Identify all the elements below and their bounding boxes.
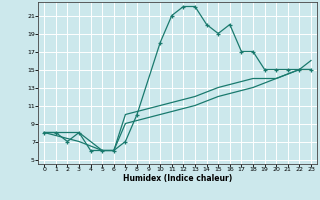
X-axis label: Humidex (Indice chaleur): Humidex (Indice chaleur) <box>123 174 232 183</box>
